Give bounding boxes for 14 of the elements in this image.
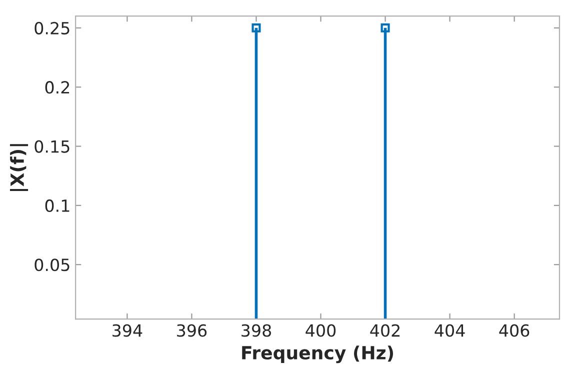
y-tick-label: 0.15 xyxy=(34,140,70,153)
y-tick-label: 0.25 xyxy=(34,22,70,34)
x-tick-label: 396 xyxy=(177,324,207,337)
y-tick-label: 0.2 xyxy=(45,81,70,94)
x-axis-title: Frequency (Hz) xyxy=(242,346,394,364)
y-tick-label: 0.1 xyxy=(45,199,70,212)
x-tick-label: 398 xyxy=(242,324,271,337)
x-tick-label: 394 xyxy=(112,324,142,337)
y-tick-label: 0.05 xyxy=(34,258,70,272)
x-tick-label: 402 xyxy=(370,324,400,337)
x-tick-label: 400 xyxy=(306,324,336,337)
x-tick-label: 404 xyxy=(434,324,465,337)
y-axis-title: |X(f)| xyxy=(10,144,28,192)
x-tick-label: 406 xyxy=(499,324,530,337)
